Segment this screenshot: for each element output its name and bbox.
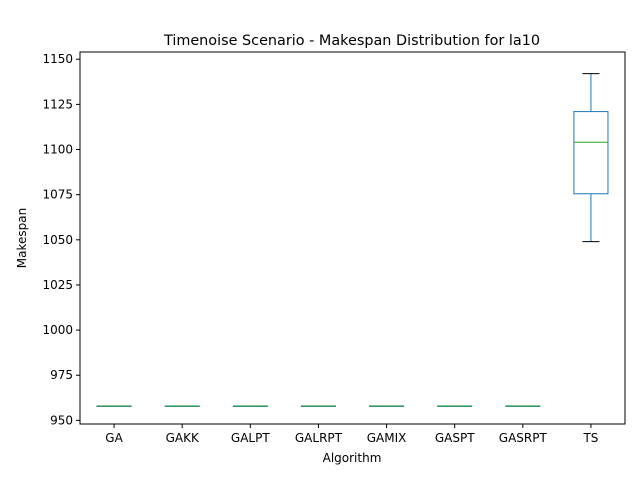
x-axis: GA GAKK GALPT GALRPT GAMIX GASPT GASRPT TS (105, 424, 598, 445)
x-tick-label: TS (582, 431, 598, 445)
box-galpt (232, 405, 268, 407)
x-tick-label: GAKK (166, 431, 200, 445)
y-tick-label: 1100 (42, 143, 73, 157)
box-galrpt (300, 405, 336, 407)
x-tick-label: GAMIX (367, 431, 407, 445)
axes-frame (79, 51, 626, 425)
x-tick-label: GASPT (435, 431, 475, 445)
x-axis-label: Algorithm (323, 451, 382, 465)
x-tick-label: GALPT (231, 431, 270, 445)
y-tick-label: 1025 (42, 278, 73, 292)
box-gaspt (437, 405, 473, 407)
box-gamix (369, 405, 405, 407)
y-tick-label: 950 (50, 413, 73, 427)
box-rect (573, 111, 609, 195)
y-tick-label: 975 (50, 368, 73, 382)
y-tick-label: 1125 (42, 97, 73, 111)
chart-title: Timenoise Scenario - Makespan Distributi… (163, 33, 540, 49)
x-tick-label: GASRPT (499, 431, 548, 445)
x-tick-label: GALRPT (295, 431, 343, 445)
box-gasrpt (505, 405, 541, 407)
y-tick-label: 1000 (42, 323, 73, 337)
plot-area (79, 51, 626, 425)
box-gakk (164, 405, 200, 407)
y-axis: 950 975 1000 1025 1050 1075 1100 1125 1150 (42, 52, 80, 427)
x-tick-label: GA (105, 431, 123, 445)
box-ga (96, 405, 132, 407)
y-tick-label: 1075 (42, 188, 73, 202)
box-ts (573, 73, 609, 243)
y-tick-label: 1150 (42, 52, 73, 66)
y-axis-label: Makespan (15, 208, 29, 268)
y-tick-label: 1050 (42, 233, 73, 247)
